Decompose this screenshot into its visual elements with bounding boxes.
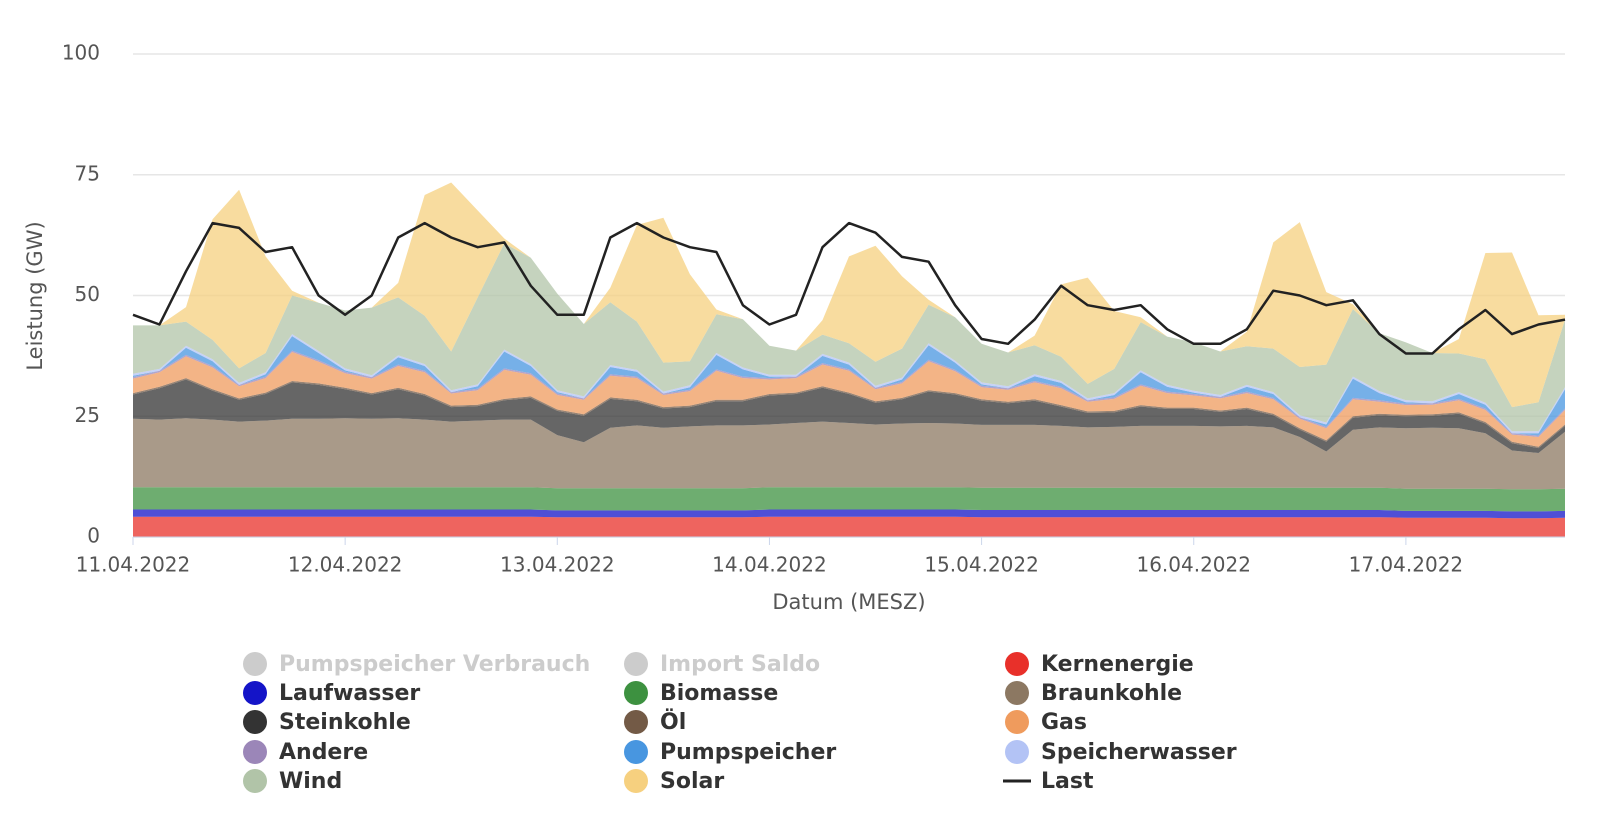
y-tick-label: 25 (75, 403, 100, 427)
legend-symbol (1005, 740, 1029, 764)
legend-label: Pumpspeicher (660, 740, 836, 765)
legend-label: Speicherwasser (1041, 740, 1237, 765)
legend-label: Gas (1041, 710, 1087, 735)
legend-item[interactable]: Kernenergie (1005, 652, 1194, 677)
legend-item[interactable]: Andere (243, 740, 368, 765)
legend-symbol (624, 652, 648, 676)
legend-symbol (624, 740, 648, 764)
area (133, 379, 1565, 453)
legend-item[interactable]: Pumpspeicher Verbrauch (243, 652, 590, 677)
legend-symbol (624, 769, 648, 793)
y-tick-label: 100 (62, 41, 100, 65)
legend-label: Pumpspeicher Verbrauch (279, 652, 590, 677)
x-tick-label: 17.04.2022 (1349, 553, 1464, 577)
area (133, 243, 1565, 432)
legend-label: Kernenergie (1041, 652, 1194, 677)
legend-symbol (1005, 710, 1029, 734)
legend-item[interactable]: Steinkohle (243, 710, 411, 735)
legend-item[interactable]: Wind (243, 769, 342, 794)
legend-label: Laufwasser (279, 681, 420, 706)
area (133, 516, 1565, 537)
legend-item[interactable]: Pumpspeicher (624, 740, 836, 765)
line (132, 221, 1566, 355)
legend-item[interactable]: Solar (624, 769, 724, 794)
legend-item[interactable]: Biomasse (624, 681, 778, 706)
legend-item[interactable]: Laufwasser (243, 681, 420, 706)
legend-symbol (1005, 681, 1029, 705)
legend-item[interactable]: Import Saldo (624, 652, 820, 677)
legend-label: Öl (660, 709, 686, 735)
legend-item[interactable]: Speicherwasser (1005, 740, 1237, 765)
legend-label: Wind (279, 769, 342, 794)
legend-symbol (624, 681, 648, 705)
x-tick-label: 15.04.2022 (924, 553, 1039, 577)
x-tick-label: 13.04.2022 (500, 553, 615, 577)
area (133, 352, 1565, 447)
y-tick-label: 50 (75, 282, 100, 306)
area (133, 509, 1565, 519)
area (133, 182, 1565, 408)
legend-label: Import Saldo (660, 652, 820, 677)
x-tick-label: 12.04.2022 (288, 553, 403, 577)
y-tick-label: 0 (87, 524, 100, 548)
x-tick-label: 16.04.2022 (1136, 553, 1251, 577)
legend-label: Last (1041, 769, 1094, 794)
legend-label: Solar (660, 769, 724, 794)
legend-symbol (243, 740, 267, 764)
legend-label: Andere (279, 740, 368, 765)
legend-item[interactable]: Last (1003, 769, 1094, 794)
legend-item[interactable]: Gas (1005, 710, 1087, 735)
y-axis-title: Leistung (GW) (23, 221, 47, 370)
legend-symbol (243, 681, 267, 705)
legend-symbol (624, 710, 648, 734)
legend-symbol (243, 769, 267, 793)
legend-label: Steinkohle (279, 710, 411, 735)
legend-item[interactable]: Öl (624, 709, 686, 735)
legend-label: Braunkohle (1041, 681, 1182, 706)
x-tick-label: 14.04.2022 (712, 553, 827, 577)
legend-item[interactable]: Braunkohle (1005, 681, 1182, 706)
legend-symbol (243, 652, 267, 676)
x-tick-label: 11.04.2022 (76, 553, 191, 577)
legend-symbol (243, 710, 267, 734)
legend-symbol (1005, 652, 1029, 676)
y-tick-label: 75 (75, 161, 100, 185)
legend-label: Biomasse (660, 681, 778, 706)
area (133, 487, 1565, 512)
area (133, 418, 1565, 490)
x-axis-title: Datum (MESZ) (772, 590, 925, 614)
